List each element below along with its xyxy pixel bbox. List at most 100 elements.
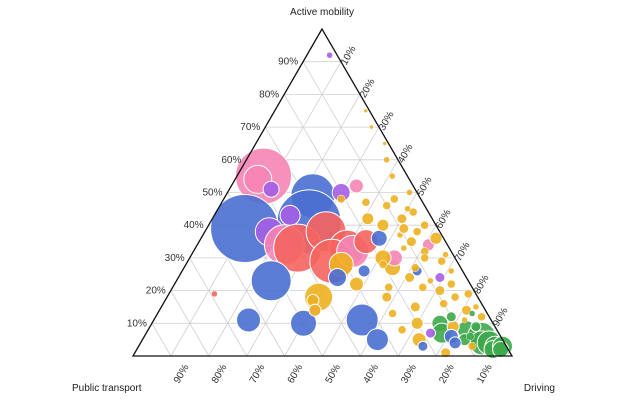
tick-label-active: 70% [240, 122, 260, 133]
bubble-point [418, 283, 428, 292]
bubble-point [349, 276, 364, 292]
tick-label-driving: 50% [415, 175, 435, 198]
bubble-point [397, 325, 407, 335]
bubble-point [390, 194, 399, 204]
bubble-point [279, 204, 301, 226]
bubble-point [370, 229, 388, 247]
bubble-point [389, 172, 396, 180]
bubble-point [376, 218, 390, 232]
bubble-point [236, 307, 261, 333]
tick-label-public: 10% [475, 363, 495, 386]
tick-label-active: 90% [278, 57, 298, 68]
tick-label-active: 10% [127, 318, 147, 329]
bubble-point [290, 309, 317, 337]
bubble-point [448, 336, 462, 350]
bubble-point [361, 198, 371, 207]
bubble-point [466, 332, 475, 341]
bubble-point [442, 251, 449, 258]
bubble-point [470, 321, 482, 333]
bubble-point [468, 310, 476, 317]
bubble-point [408, 207, 418, 217]
tick-label-driving: 70% [453, 240, 473, 263]
bubble-point [308, 303, 322, 317]
tick-label-driving: 80% [472, 273, 492, 296]
bubble-point [410, 316, 424, 330]
grid-line [170, 290, 210, 357]
tick-label-public: 20% [437, 363, 457, 386]
bubble-point [447, 279, 456, 289]
bubble-point [396, 213, 408, 225]
bubble-point [427, 277, 434, 285]
triangle-outline [131, 27, 514, 357]
bubble-point [437, 256, 446, 266]
data-points [210, 51, 513, 359]
tick-label-public: 90% [172, 363, 192, 386]
tick-label-active: 50% [202, 188, 222, 199]
bubble-point [400, 244, 408, 252]
bubble-point [382, 201, 391, 210]
bubble-point [434, 285, 446, 297]
bubble-point [369, 124, 374, 130]
bubble-point [472, 303, 480, 311]
bubble-point [398, 223, 410, 234]
bubble-point [429, 231, 443, 245]
bubble-point [211, 290, 218, 298]
bubble-point [420, 253, 429, 263]
bubble-point [365, 328, 389, 352]
tick-label-driving: 40% [396, 142, 416, 165]
bubble-point [381, 291, 393, 303]
axis-title-driving: Driving [524, 383, 555, 394]
bubble-point [262, 180, 280, 198]
bubble-point [410, 263, 420, 272]
bubble-point [492, 341, 510, 358]
bubble-point [382, 141, 387, 146]
bubble-point [461, 316, 468, 324]
bubble-point [420, 220, 429, 230]
bubble-point [412, 227, 422, 236]
tick-label-active: 20% [146, 286, 166, 297]
bubble-point [348, 178, 364, 194]
grid-line [189, 257, 248, 357]
bubble-point [440, 347, 452, 359]
bubble-point [345, 303, 379, 337]
bubble-point [250, 260, 292, 302]
grid-line [397, 257, 456, 357]
bubble-point [383, 156, 390, 164]
tick-label-driving: 10% [339, 44, 359, 67]
bubble-point [409, 301, 421, 313]
grid-line [151, 323, 172, 357]
tick-label-driving: 60% [434, 208, 454, 231]
bubble-point [404, 272, 416, 283]
bubble-point [467, 341, 477, 351]
tick-label-active: 60% [221, 155, 241, 166]
tick-label-public: 30% [399, 363, 419, 386]
tick-label-public: 50% [324, 363, 344, 386]
bubble-point [404, 205, 411, 213]
bubble-point [336, 194, 346, 204]
bubble-point [439, 299, 448, 308]
bubble-point [425, 327, 436, 339]
bubble-point [363, 108, 368, 114]
tick-label-public: 60% [286, 363, 306, 386]
tick-label-public: 70% [248, 363, 268, 386]
bubble-point [378, 260, 388, 269]
axis-title-public-transport: Public transport [72, 383, 142, 394]
bubble-point [328, 268, 347, 287]
bubble-point [406, 189, 413, 196]
bubble-point [447, 267, 455, 275]
tick-label-driving: 90% [491, 306, 511, 329]
axis-title-active-mobility: Active mobility [290, 7, 354, 18]
tick-label-public: 80% [210, 363, 230, 386]
bubble-point [445, 311, 457, 323]
tick-label-public: 40% [361, 363, 381, 386]
bubble-point [464, 289, 473, 299]
tick-label-active: 80% [259, 89, 279, 100]
tick-label-driving: 30% [377, 110, 397, 133]
bubble-point [477, 312, 486, 322]
bubble-point [384, 283, 393, 292]
bubble-point [450, 292, 460, 302]
bubble-point [361, 212, 375, 226]
tick-label-driving: 20% [358, 77, 378, 100]
bubble-point [388, 309, 397, 318]
